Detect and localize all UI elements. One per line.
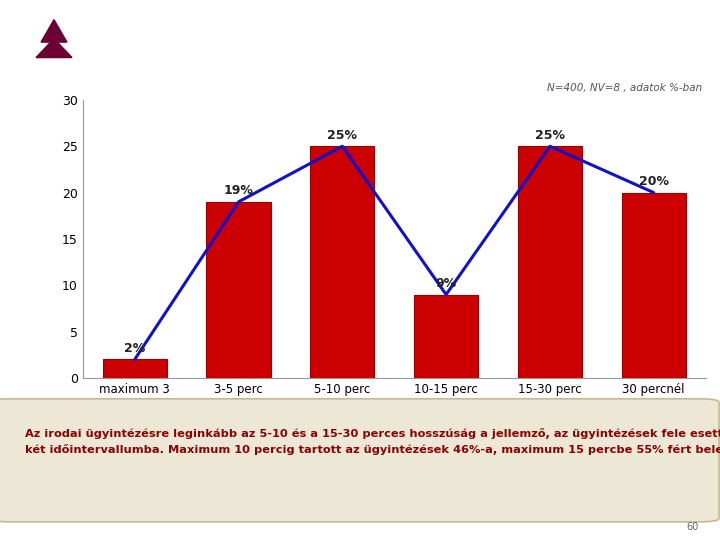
- Text: ÜGYINTÉZÉS TELJES IDŐTARTAMA: ÜGYINTÉZÉS TELJES IDŐTARTAMA: [94, 24, 460, 46]
- Polygon shape: [30, 10, 78, 58]
- Text: 25%: 25%: [535, 129, 565, 141]
- Text: 19%: 19%: [224, 184, 253, 197]
- Bar: [621, 193, 686, 378]
- Text: 25%: 25%: [328, 129, 357, 141]
- Bar: [102, 360, 167, 378]
- Bar: [414, 295, 478, 378]
- Text: 2%: 2%: [124, 342, 145, 355]
- Text: 9%: 9%: [436, 277, 456, 290]
- FancyBboxPatch shape: [0, 399, 719, 522]
- Bar: [207, 202, 271, 378]
- Polygon shape: [41, 19, 67, 42]
- Text: N=400, NV=8 , adatok %-ban: N=400, NV=8 , adatok %-ban: [546, 83, 702, 93]
- Bar: [310, 146, 374, 378]
- Polygon shape: [36, 39, 72, 58]
- Text: 20%: 20%: [639, 175, 669, 188]
- Text: 60: 60: [686, 522, 698, 532]
- Bar: [518, 146, 582, 378]
- Text: Az irodai ügyintézésre leginkább az 5-10 és a 15-30 perces hosszúság a jellemző,: Az irodai ügyintézésre leginkább az 5-10…: [24, 428, 720, 455]
